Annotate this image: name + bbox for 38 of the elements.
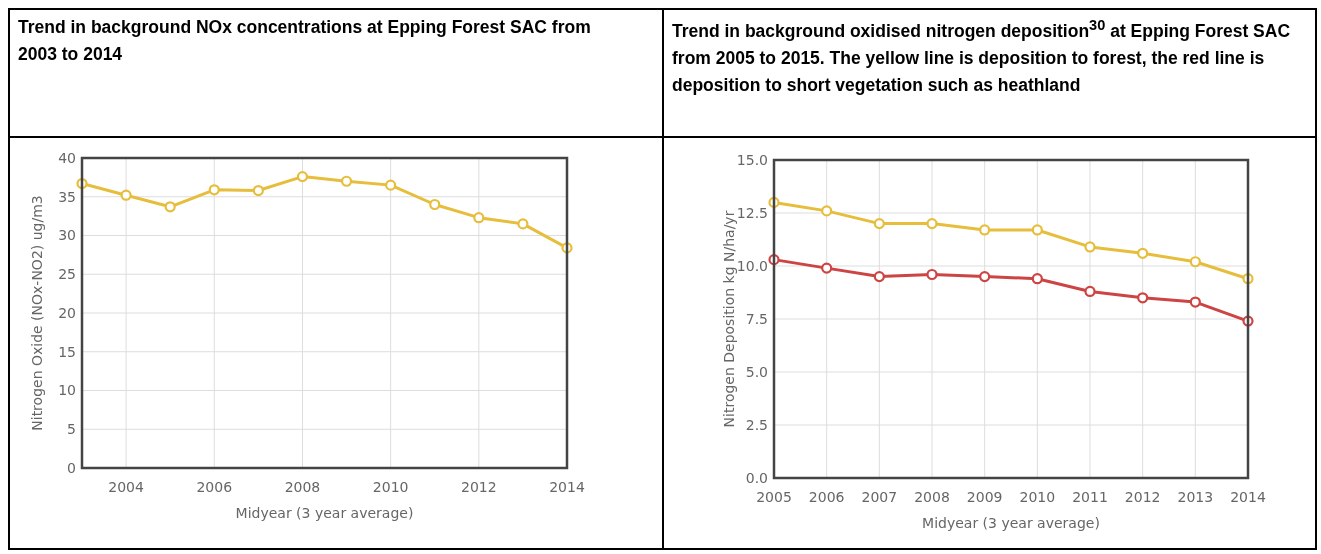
x-axis-title: Midyear (3 year average) <box>235 505 414 521</box>
x-tick-label: 2009 <box>966 489 1003 505</box>
chart-title: Trend in background oxidised nitrogen deposition$^{30}$ at Epping Forest SAC from 2005 to 2015. The yellow line is deposition to forest, the red line is deposition to short vegetation such as heathland <box>664 10 1316 138</box>
y-tick-label: 0.0 <box>745 469 768 486</box>
y-axis-title: Nitrogen Oxide (NOx-NO2) ug/m3 <box>29 195 45 431</box>
x-tick-label: 2014 <box>1230 489 1266 505</box>
x-tick-label: 2005 <box>756 489 792 505</box>
x-tick-label: 2013 <box>1177 489 1214 505</box>
y-tick-label: 25 <box>58 266 76 283</box>
y-tick-label: 15 <box>58 343 76 360</box>
x-tick-label: 2010 <box>372 479 409 495</box>
x-tick-label: 2006 <box>808 489 845 505</box>
x-tick-label: 2012 <box>1124 489 1161 505</box>
y-tick-label: 5.0 <box>745 363 768 380</box>
x-tick-label: 2012 <box>461 479 497 495</box>
y-tick-label: 12.5 <box>736 204 768 221</box>
y-tick-label: 20 <box>58 304 76 321</box>
x-tick-label: 2007 <box>861 489 898 505</box>
x-tick-label: 2006 <box>196 479 233 495</box>
y-tick-label: 40 <box>58 149 76 166</box>
x-tick-label: 2010 <box>1019 489 1056 505</box>
x-axis-title: Midyear (3 year average) <box>922 515 1100 531</box>
x-tick-label: 2008 <box>284 479 321 495</box>
y-tick-label: 10.0 <box>736 257 768 274</box>
chart-title: Trend in background NOx concentrations at Epping Forest SAC from 2003 to 2014 <box>10 10 662 138</box>
y-tick-label: 30 <box>58 227 76 244</box>
x-tick-label: 2004 <box>108 479 144 495</box>
y-tick-label: 15.0 <box>736 151 768 168</box>
y-tick-label: 2.5 <box>745 416 768 433</box>
y-tick-label: 10 <box>58 382 76 399</box>
x-tick-label: 2014 <box>549 479 585 495</box>
y-tick-label: 7.5 <box>745 310 768 327</box>
y-tick-label: 5 <box>67 421 76 438</box>
y-tick-label: 0 <box>67 459 76 476</box>
y-tick-label: 35 <box>58 188 76 205</box>
x-tick-label: 2011 <box>1072 489 1108 505</box>
x-tick-label: 2008 <box>914 489 950 505</box>
y-axis-title: Nitrogen Deposition kg N/ha/yr <box>721 210 737 428</box>
